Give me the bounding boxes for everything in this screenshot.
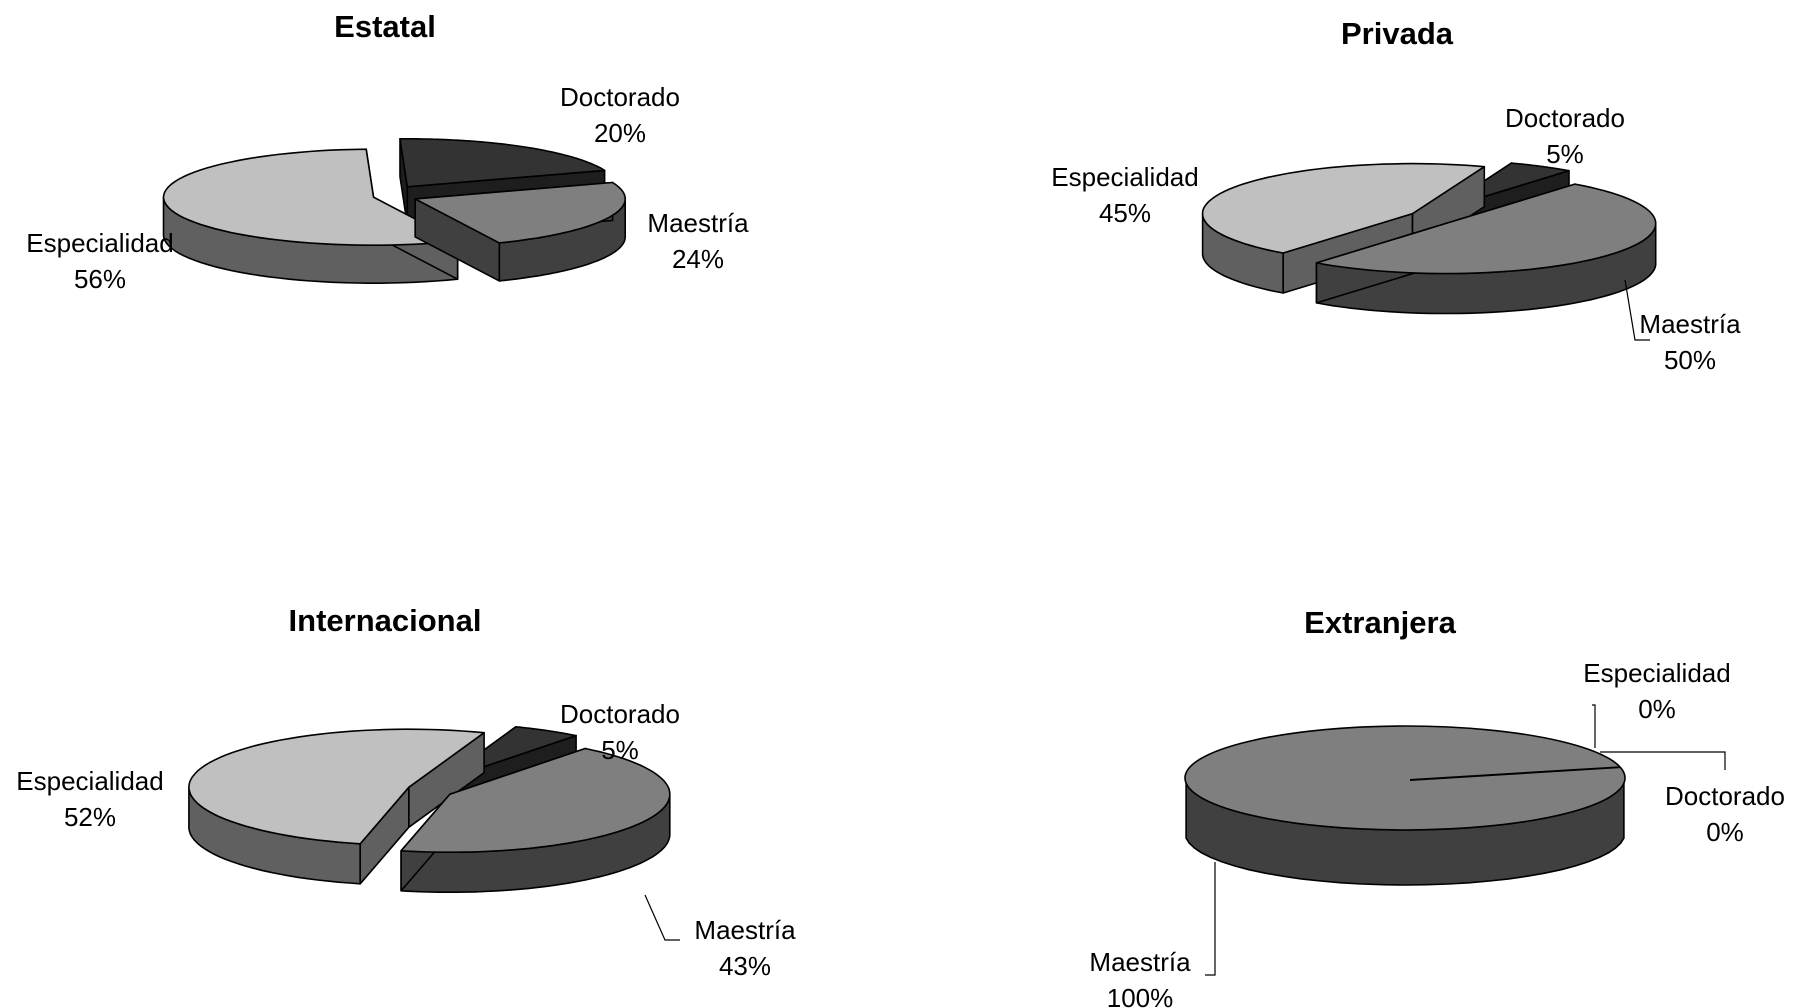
label-leader-line — [1600, 751, 1726, 770]
slice-category: Especialidad — [16, 766, 163, 796]
slice-category: Doctorado — [560, 699, 680, 729]
pie-top-face — [1201, 162, 1486, 254]
pie-top-face — [1315, 183, 1657, 275]
chart-title: Estatal — [334, 9, 436, 44]
slice-label-doctorado: Doctorado 5% — [560, 699, 680, 765]
slice-label-doctorado: Doctorado 5% — [1505, 103, 1625, 169]
chart-estatal: Estatal Doctorado 20% Maestría 24% Especialid… — [26, 9, 749, 294]
label-leader-line — [1624, 279, 1650, 341]
chart-title: Privada — [1341, 16, 1454, 51]
pie-slice-especialidad-zero — [1409, 766, 1621, 781]
label-leader-line — [1592, 704, 1596, 748]
slice-category: Doctorado — [1505, 103, 1625, 133]
pie-slice-especialidad — [188, 728, 485, 885]
chart-privada: Privada Doctorado 5% Maestría 50% Especialida… — [1051, 16, 1741, 375]
chart-extranjera: Extranjera Especialidad 0% Doctorado 0% Maest… — [1089, 605, 1785, 1008]
slice-percent: 0% — [1638, 694, 1676, 724]
slice-label-doctorado: Doctorado 20% — [560, 82, 680, 148]
chart-title: Internacional — [289, 603, 482, 638]
slice-category: Especialidad — [1583, 658, 1730, 688]
label-leader-line — [1205, 862, 1216, 976]
slice-percent: 50% — [1664, 345, 1716, 375]
slice-label-maestria: Maestría 24% — [647, 208, 749, 274]
slice-percent: 5% — [601, 735, 639, 765]
pie-top-face — [1184, 725, 1626, 831]
slice-percent: 52% — [64, 802, 116, 832]
slice-label-especialidad: Especialidad 56% — [26, 228, 173, 294]
pie-slice-maestria — [1184, 725, 1626, 886]
slice-category: Especialidad — [26, 228, 173, 258]
slice-percent: 56% — [74, 264, 126, 294]
slice-percent: 5% — [1546, 139, 1584, 169]
slice-category: Especialidad — [1051, 162, 1198, 192]
slice-percent: 20% — [594, 118, 646, 148]
slice-label-maestria: Maestría 100% — [1089, 947, 1191, 1008]
slice-percent: 24% — [672, 244, 724, 274]
pie-slice-especialidad — [1201, 162, 1486, 294]
slice-label-especialidad: Especialidad 45% — [1051, 162, 1198, 228]
chart-internacional: Internacional Doctorado 5% Maestría 43% Espec… — [16, 603, 796, 981]
slice-label-especialidad: Especialidad 52% — [16, 766, 163, 832]
slice-category: Maestría — [694, 915, 796, 945]
slice-category: Doctorado — [1665, 781, 1785, 811]
pie-top-face — [399, 138, 606, 188]
slice-category: Maestría — [1089, 947, 1191, 977]
label-leader-line — [644, 894, 680, 941]
pie-top-face — [188, 728, 485, 845]
slice-percent: 100% — [1107, 983, 1174, 1008]
slice-category: Doctorado — [560, 82, 680, 112]
pie-top-face — [414, 181, 626, 244]
pie-slice-maestria — [400, 747, 671, 893]
slice-category: Maestría — [647, 208, 749, 238]
slice-percent: 45% — [1099, 198, 1151, 228]
slice-label-especialidad: Especialidad 0% — [1583, 658, 1730, 724]
chart-title: Extranjera — [1304, 605, 1456, 640]
slice-category: Maestría — [1639, 309, 1741, 339]
pie-top-face — [162, 148, 459, 246]
pie-slice-maestria — [1315, 183, 1657, 315]
slice-percent: 0% — [1706, 817, 1744, 847]
slice-label-maestria: Maestría 43% — [694, 915, 796, 981]
slice-label-doctorado: Doctorado 0% — [1665, 781, 1785, 847]
pie-slice-maestria — [414, 181, 626, 282]
slice-label-maestria: Maestría 50% — [1639, 309, 1741, 375]
slice-percent: 43% — [719, 951, 771, 981]
pie-top-face — [400, 747, 671, 853]
pie-slice-especialidad — [162, 148, 459, 284]
